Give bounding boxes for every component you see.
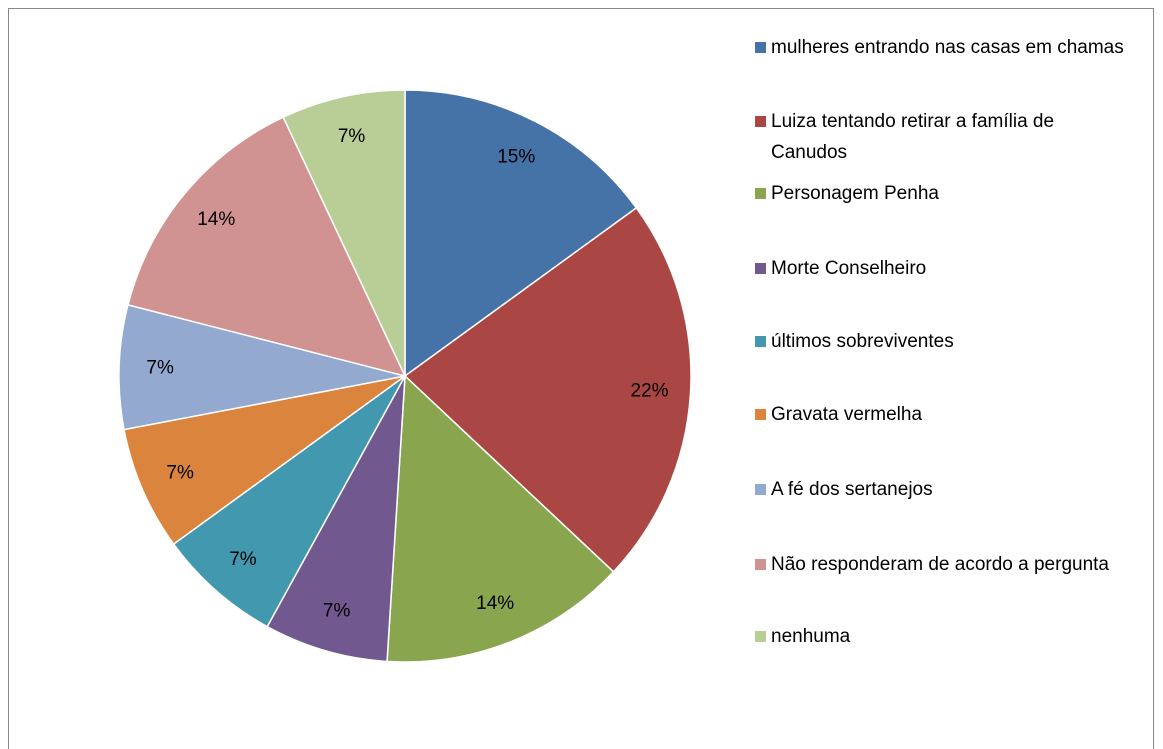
legend-swatch [755,187,766,199]
legend-label: Não responderam de acordo a pergunta [771,553,1110,575]
legend-swatch [755,408,766,420]
legend-label: A fé dos sertanejos [771,478,933,500]
pie-slice [118,303,406,431]
legend-swatch [755,558,766,570]
legend-label: nenhuma [771,625,851,647]
legend-label: mulheres entrando nas casas em chamas [771,36,1124,58]
legend-item: nenhuma [755,621,1135,652]
pie-slice [386,374,615,663]
data-label: 15% [497,147,535,168]
pie-slice [282,89,406,377]
legend-item: Personagem Penha [755,178,1135,209]
pie-slice [266,375,406,663]
legend-swatch [755,41,766,53]
data-label: 7% [323,600,351,621]
chart-frame [8,8,1154,749]
legend-item: Não responderam de acordo a pergunta [755,549,1135,580]
data-label: 7% [146,357,174,378]
legend-swatch [755,483,766,495]
legend-item: Morte Conselheiro [755,253,1135,284]
legend-item: últimos sobreviventes [755,326,1135,357]
legend-label: Morte Conselheiro [771,257,927,279]
data-label: 7% [338,126,366,147]
legend-label: Personagem Penha [771,182,939,204]
legend-label: Gravata vermelha [771,403,923,425]
legend-swatch [755,115,766,127]
data-label: 7% [166,462,194,483]
legend-item: Gravata vermelha [755,399,1135,430]
legend-item: A fé dos sertanejos [755,474,1135,505]
data-label: 14% [197,209,235,230]
legend-label: últimos sobreviventes [771,330,954,352]
pie-slice [123,375,406,546]
legend-swatch [755,335,766,347]
pie-slice [403,206,692,573]
legend-label: Luiza tentando retirar a família de Canu… [771,110,1055,163]
data-label: 22% [631,380,669,401]
legend-item: mulheres entrando nas casas em chamas [755,32,1135,63]
pie-slice [404,89,638,378]
legend-swatch [755,630,766,642]
legend-swatch [755,262,766,274]
legend-item: Luiza tentando retirar a família de Canu… [755,106,1135,168]
data-label: 7% [229,549,257,570]
pie-slice [172,375,406,628]
data-label: 14% [476,593,514,614]
pie-slice [127,116,407,378]
